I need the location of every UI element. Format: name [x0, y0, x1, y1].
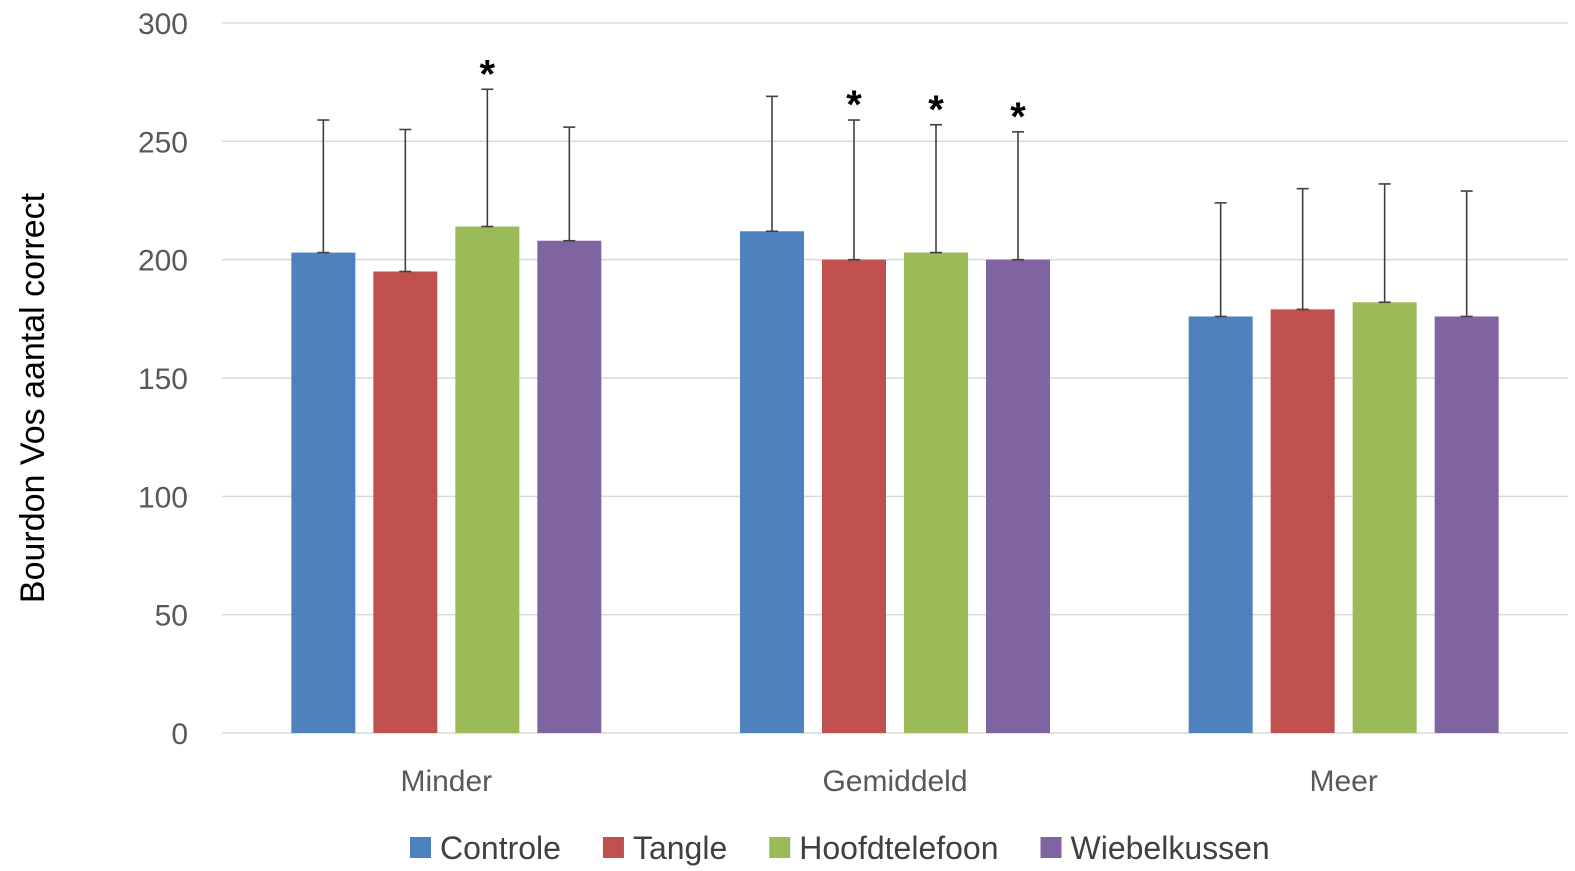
bar [822, 259, 886, 733]
y-axis-ticks: 0 50 100 150 200 250 300 [138, 8, 188, 751]
error-bar [1214, 202, 1227, 318]
legend-swatch [410, 837, 431, 858]
error-bar [1296, 187, 1309, 311]
error-bar [481, 88, 494, 228]
legend-swatch [769, 837, 791, 858]
bar [1270, 309, 1335, 733]
error-bar [399, 128, 412, 273]
significance-marker: * [846, 83, 862, 127]
error-bar [1012, 131, 1024, 261]
x-category-label: Gemiddeld [822, 765, 967, 798]
y-tick-label: 300 [138, 8, 188, 41]
error-bar [317, 119, 330, 254]
significance-marker: * [1010, 95, 1026, 139]
y-tick-label: 150 [138, 363, 188, 396]
bars [291, 226, 1499, 734]
gridlines [222, 22, 1568, 734]
bar [1434, 316, 1499, 733]
legend-swatch [602, 837, 624, 858]
legend-label: Wiebelkussen [1071, 830, 1270, 866]
y-tick-label: 100 [138, 481, 188, 514]
x-category-label: Meer [1309, 765, 1377, 798]
error-bar [1378, 183, 1391, 304]
significance-markers: * * * * [480, 52, 1027, 139]
y-tick-label: 200 [138, 245, 188, 278]
legend: Controle Tangle Hoofdtelefoon Wiebelkussen [410, 830, 1270, 866]
significance-marker: * [928, 88, 944, 132]
legend-swatch [1040, 837, 1062, 858]
category-labels: Minder Gemiddeld Meer [400, 765, 1377, 798]
legend-label: Tangle [633, 830, 727, 866]
error-bar [766, 95, 778, 233]
bar [1188, 316, 1253, 733]
bar [291, 252, 356, 734]
bar [373, 271, 438, 733]
bar [1352, 302, 1417, 733]
legend-label: Controle [440, 830, 561, 866]
error-bar [930, 123, 942, 254]
y-axis-label: Bourdon Vos aantal correct [14, 192, 52, 603]
error-bar [563, 126, 576, 242]
y-tick-label: 50 [155, 600, 188, 633]
bar [455, 226, 520, 734]
bar [986, 259, 1050, 733]
legend-label: Hoofdtelefoon [799, 830, 998, 866]
error-bar [1460, 190, 1473, 318]
error-bar [848, 119, 860, 261]
bar [904, 252, 968, 734]
y-tick-label: 250 [138, 126, 188, 159]
bar [740, 231, 804, 733]
error-bars [317, 88, 1473, 318]
x-category-label: Minder [400, 765, 492, 798]
significance-marker: * [480, 52, 496, 96]
bar [537, 240, 602, 733]
y-tick-label: 0 [171, 718, 188, 751]
